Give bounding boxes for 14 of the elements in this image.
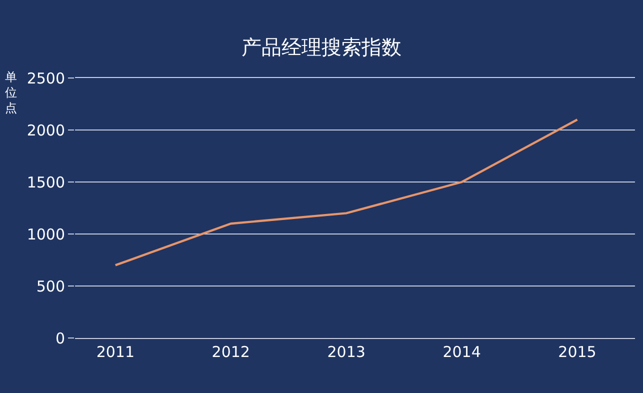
y-tick-label: 1500 [26, 173, 65, 192]
y-tick-label: 2500 [26, 69, 65, 88]
y-axis-title: 单位点 [5, 70, 17, 116]
x-tick-label: 2015 [558, 343, 596, 361]
y-tick-label: 1000 [26, 225, 65, 244]
y-tick-label: 500 [36, 277, 65, 296]
x-tick-label: 2012 [212, 343, 250, 361]
chart-title: 产品经理搜索指数 [242, 35, 402, 60]
x-tick-label: 2013 [327, 343, 366, 361]
y-tick-label: 0 [55, 329, 65, 348]
x-tick-label: 2011 [96, 343, 135, 361]
y-tick-label: 2000 [26, 121, 65, 140]
x-tick-label: 2014 [442, 343, 481, 361]
line-series [114, 118, 578, 266]
